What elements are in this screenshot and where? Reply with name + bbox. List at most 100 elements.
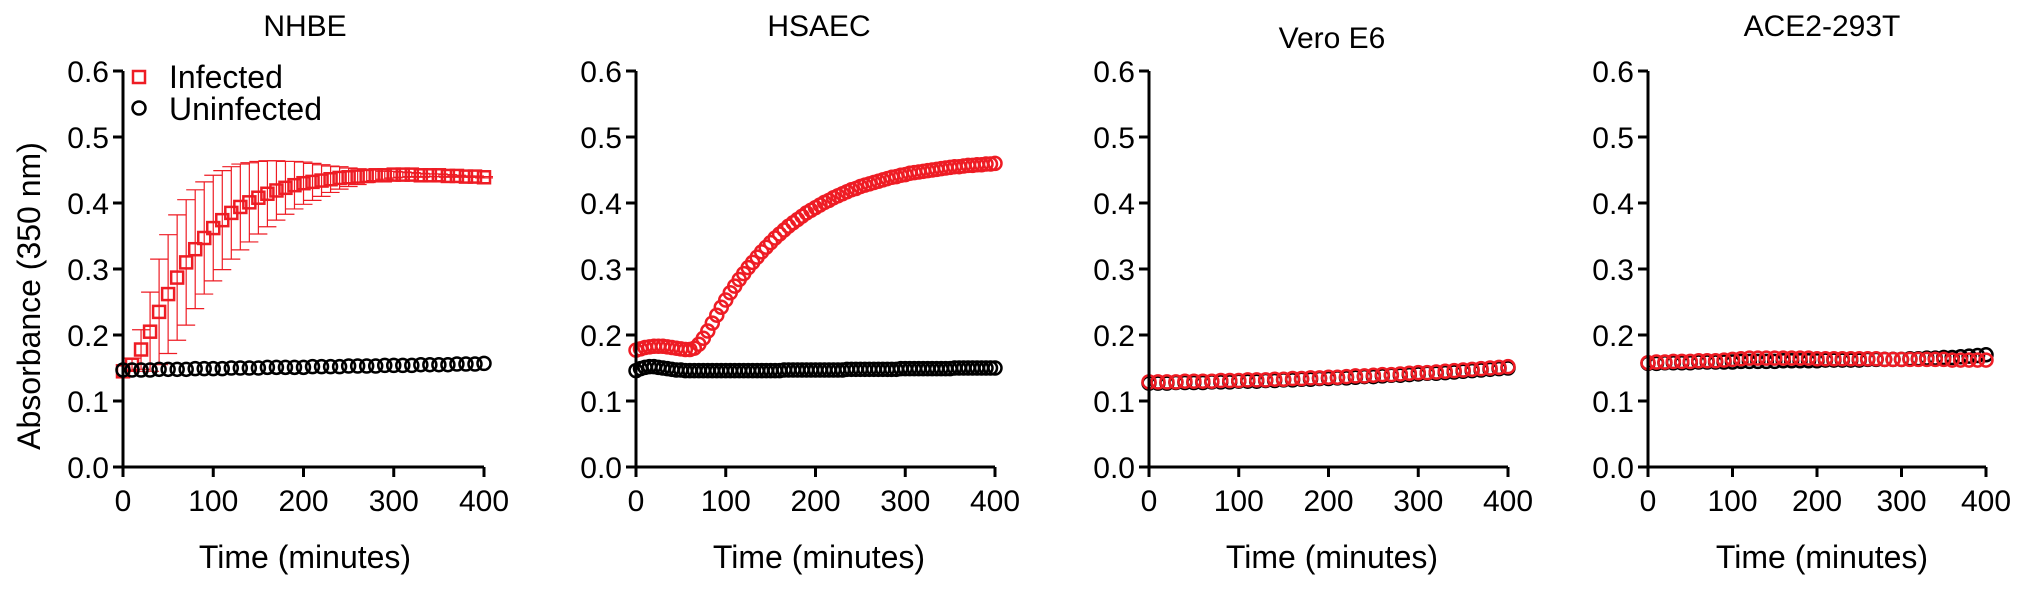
infected-point [377, 168, 392, 183]
infected-point [178, 255, 194, 270]
x-tick-label: 400 [970, 485, 1020, 518]
red-point [1969, 352, 1986, 368]
red-point [1767, 350, 1783, 366]
uninfected-point [413, 356, 429, 373]
x-axis-title: Time (minutes) [1226, 539, 1438, 575]
red-point [1222, 372, 1238, 389]
infected-point [449, 168, 465, 184]
red-point [1851, 351, 1867, 367]
red-point [1876, 351, 1893, 368]
uninfected-point [322, 358, 339, 375]
y-tick-label: 0.4 [1592, 188, 1634, 221]
x-tick-label: 100 [1214, 485, 1264, 518]
infected-point [476, 170, 492, 185]
red-point [1952, 352, 1969, 368]
red-point [1338, 368, 1355, 385]
red-point [1213, 372, 1229, 389]
uninfected-point [376, 357, 393, 374]
red-point [762, 234, 779, 251]
black-point [978, 360, 994, 376]
uninfected-point [313, 358, 330, 375]
infected-point [151, 304, 167, 320]
red-point [1690, 352, 1707, 369]
uninfected-point [241, 360, 258, 376]
uninfected-point [331, 358, 348, 375]
y-tick-label: 0.2 [67, 320, 109, 353]
black-point [982, 360, 999, 376]
infected-point [187, 241, 203, 257]
uninfected-point [395, 357, 411, 374]
infected-point [287, 177, 302, 193]
infected-point [332, 170, 347, 186]
axes: 0.0 0.1 0.2 0.3 0.4 0.5 0.6 0 100 200 300 400 [1592, 56, 2011, 518]
y-tick-label: 0.5 [1592, 122, 1634, 155]
red-point [1500, 358, 1516, 375]
red-point [1204, 373, 1220, 389]
y-axis-title: Absorbance (350 nm) [11, 142, 47, 450]
red-point [1464, 361, 1480, 378]
infected-point [305, 174, 320, 190]
red-point [1893, 351, 1910, 368]
uninfected-point [124, 362, 140, 378]
y-tick-label: 0.6 [1093, 56, 1135, 89]
red-point [1758, 350, 1775, 366]
red-point [1356, 368, 1373, 384]
red-point [1707, 352, 1724, 369]
red-point [1750, 350, 1766, 366]
red-point [1231, 372, 1247, 389]
x-tick-label: 0 [628, 485, 645, 518]
infected-point [458, 169, 474, 184]
y-tick-label: 0.1 [1592, 386, 1634, 419]
red-point [1885, 351, 1901, 368]
red-point [1792, 350, 1808, 366]
red-point [1293, 370, 1310, 387]
infected-point [160, 286, 176, 302]
red-point [1809, 351, 1825, 367]
red-point [1927, 351, 1944, 368]
axes: 0.0 0.1 0.2 0.3 0.4 0.5 0.6 0 100 200 300 400 [67, 56, 509, 518]
red-point [978, 156, 994, 172]
red-point [1159, 374, 1175, 390]
infected-point [206, 220, 221, 236]
infected-point [260, 186, 275, 202]
infected-point [251, 190, 266, 205]
uninfected-point [196, 360, 212, 377]
infected-point [269, 183, 284, 198]
red-point [1961, 352, 1977, 368]
panel-hsaec: HSAEC 0.0 0.1 0.2 0.3 0.4 0.5 0.6 0 100 200 300 400… [580, 10, 1020, 575]
infected-point [142, 324, 158, 339]
infected-point [368, 168, 383, 183]
infected-point [196, 230, 212, 246]
plot-marks [115, 167, 492, 379]
x-axis-title: Time (minutes) [1716, 539, 1928, 575]
uninfected-point [250, 360, 267, 376]
red-point [1446, 362, 1462, 379]
x-tick-label: 0 [1141, 485, 1158, 518]
uninfected-point [404, 357, 420, 374]
red-point [1311, 370, 1328, 386]
y-tick-label: 0.0 [1093, 452, 1135, 485]
red-point [1741, 350, 1758, 366]
red-point [1944, 352, 1960, 368]
uninfected-point [286, 359, 303, 376]
red-point [758, 239, 774, 255]
x-tick-label: 300 [369, 485, 419, 518]
plot-marks [1141, 358, 1516, 391]
uninfected-point [160, 361, 176, 378]
red-point [1410, 364, 1426, 381]
x-tick-label: 200 [1792, 485, 1842, 518]
red-point [686, 340, 703, 356]
x-tick-label: 0 [115, 485, 132, 518]
red-point [1239, 372, 1256, 388]
y-tick-label: 0.4 [580, 188, 622, 221]
red-point [771, 226, 788, 242]
uninfected-point [151, 361, 167, 378]
red-point [1826, 351, 1842, 367]
uninfected-point [340, 358, 357, 374]
uninfected-point [349, 358, 366, 374]
uninfected-point [386, 357, 402, 374]
infected-point [350, 169, 365, 184]
red-point [1177, 373, 1193, 389]
y-tick-label: 0.6 [1592, 56, 1634, 89]
